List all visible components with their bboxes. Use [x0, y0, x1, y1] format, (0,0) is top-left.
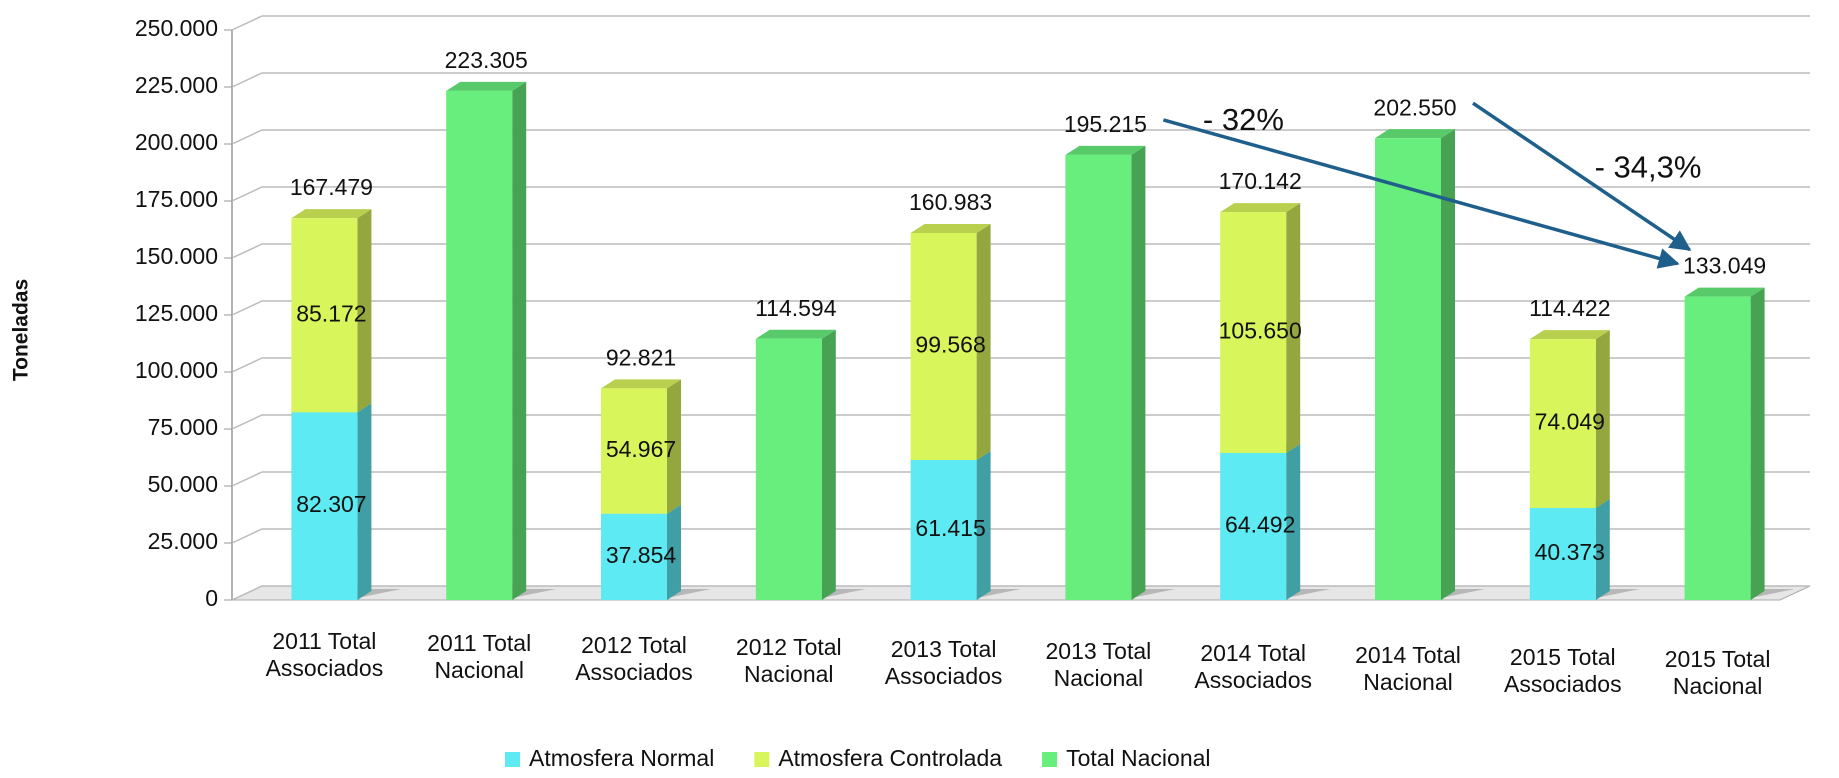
- bar: [446, 90, 513, 601]
- total-label: 160.983: [909, 189, 992, 215]
- total-label: 170.142: [1219, 168, 1302, 194]
- y-tick-label: 175.000: [135, 186, 218, 212]
- x-tick-label: 2014 Total Associados: [1194, 640, 1312, 693]
- y-tick-label: 225.000: [135, 72, 218, 98]
- total-label: 167.479: [290, 174, 373, 200]
- value-label: 40.373: [1535, 539, 1605, 565]
- value-label: 114.594: [755, 295, 837, 321]
- bar-side: [667, 379, 681, 514]
- bar-side: [357, 403, 372, 600]
- y-tick-label: 0: [205, 585, 218, 611]
- bar-side: [976, 223, 991, 460]
- legend-swatch: [754, 752, 770, 767]
- bar: [910, 232, 977, 460]
- value-label: 37.854: [606, 542, 677, 568]
- bar-side: [1286, 203, 1301, 453]
- y-tick-label: 75.000: [148, 414, 218, 440]
- annotation: - 32%: [1203, 102, 1284, 137]
- bar: [1684, 296, 1751, 600]
- legend-swatch: [1042, 752, 1058, 767]
- value-label: 64.492: [1225, 512, 1295, 538]
- value-label: 82.307: [296, 491, 366, 517]
- x-tick-label: 2011 Total Nacional: [427, 630, 532, 683]
- x-tick-label: 2011 Total Associados: [265, 628, 384, 681]
- bar: [601, 513, 667, 600]
- y-tick-label: 100.000: [135, 357, 218, 383]
- bar-side: [512, 81, 527, 600]
- bar-side: [821, 329, 836, 600]
- annotation-arrow: [1162, 118, 1680, 269]
- total-label: 92.821: [606, 344, 676, 370]
- y-tick-label: 125.000: [135, 300, 218, 326]
- bar: [1220, 452, 1287, 600]
- grid-line: [231, 15, 1810, 31]
- y-tick-label: 150.000: [135, 243, 218, 269]
- y-tick-label: 25.000: [148, 528, 218, 554]
- bar-side: [1595, 330, 1610, 508]
- y-tick-label: 50.000: [148, 471, 218, 497]
- bar-top: [1684, 287, 1765, 297]
- legend-swatch: [505, 752, 520, 767]
- bar: [291, 218, 358, 413]
- grid-line: [231, 72, 1810, 88]
- bar: [1529, 507, 1596, 600]
- annotation-arrow: [1472, 101, 1692, 252]
- value-label: 133.049: [1683, 253, 1766, 279]
- total-label: 114.422: [1529, 295, 1610, 321]
- x-tick-label: 2013 Total Associados: [884, 636, 1003, 689]
- y-tick-label: 200.000: [135, 129, 218, 155]
- bar-side: [667, 504, 681, 600]
- bar: [1220, 212, 1287, 453]
- bar-top: [1529, 330, 1610, 340]
- bar-top: [446, 81, 527, 91]
- bar-side: [1750, 287, 1765, 600]
- bar: [1529, 339, 1596, 508]
- legend-label: Atmosfera Controlada: [778, 745, 1002, 771]
- x-tick-label: 2012 Total Associados: [575, 632, 693, 685]
- value-label: 223.305: [445, 47, 528, 73]
- x-tick-label: 2015 Total Nacional: [1664, 646, 1771, 699]
- bar-top: [910, 223, 991, 233]
- value-label: 99.568: [915, 332, 985, 358]
- x-tick-label: 2014 Total Nacional: [1355, 642, 1461, 695]
- bar-top: [1375, 129, 1455, 139]
- value-label: 195.215: [1064, 111, 1147, 137]
- grid-line: [231, 186, 1810, 202]
- legend-label: Atmosfera Normal: [529, 745, 714, 771]
- bar: [755, 338, 822, 600]
- value-label: 85.172: [296, 300, 366, 326]
- bar-side: [1131, 145, 1146, 601]
- x-tick-label: 2013 Total Nacional: [1045, 638, 1152, 691]
- x-tick-label: 2015 Total Associados: [1503, 644, 1622, 697]
- bar-top: [1220, 203, 1301, 213]
- grid-line: [231, 129, 1810, 145]
- y-axis-label: Toneladas: [10, 279, 33, 381]
- annotation: - 34,3%: [1595, 149, 1702, 184]
- value-label: 61.415: [915, 515, 985, 541]
- bar-top: [291, 209, 372, 219]
- bar: [601, 388, 667, 514]
- bar-side: [1441, 129, 1455, 600]
- value-label: 74.049: [1535, 409, 1605, 435]
- value-label: 202.550: [1373, 94, 1456, 120]
- bar-top: [755, 329, 836, 339]
- bar: [1375, 138, 1441, 600]
- bar-side: [357, 209, 372, 413]
- value-label: 54.967: [606, 436, 676, 462]
- x-tick-label: 2012 Total Nacional: [735, 634, 842, 687]
- bar: [1065, 154, 1132, 601]
- legend-label: Total Nacional: [1066, 745, 1210, 771]
- bar-top: [601, 379, 681, 389]
- value-label: 105.650: [1219, 318, 1302, 344]
- bar: [910, 459, 977, 600]
- bar-side: [1595, 498, 1610, 600]
- bar-side: [1286, 443, 1301, 600]
- y-tick-label: 250.000: [135, 15, 218, 41]
- bar-side: [976, 450, 991, 600]
- bar: [291, 412, 358, 600]
- bar-top: [1065, 145, 1146, 155]
